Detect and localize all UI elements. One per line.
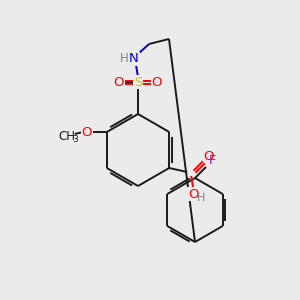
Text: CH: CH	[58, 130, 75, 142]
Text: O: O	[82, 125, 92, 139]
Text: O: O	[203, 149, 213, 163]
Text: H: H	[120, 52, 128, 65]
Text: S: S	[134, 76, 142, 88]
Text: 3: 3	[72, 134, 78, 143]
Text: O: O	[152, 76, 162, 88]
Text: O: O	[114, 76, 124, 88]
Text: H: H	[197, 193, 206, 203]
Text: F: F	[208, 154, 216, 167]
Text: N: N	[129, 52, 139, 65]
Text: O: O	[188, 188, 198, 200]
